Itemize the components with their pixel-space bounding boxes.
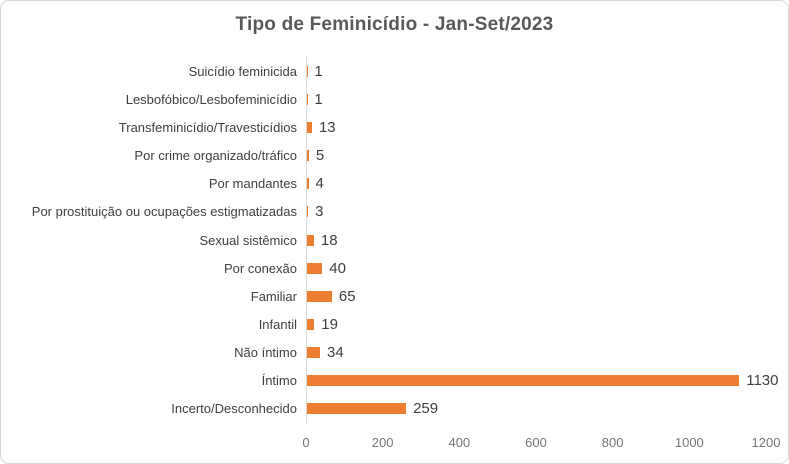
bar-row: Incerto/Desconhecido 259 [13,394,766,424]
bar [307,403,407,415]
x-tick-label: 0 [302,435,310,450]
bar [307,262,323,274]
bar [307,206,309,218]
category-label: Familiar [250,288,297,304]
chart-title: Tipo de Feminicídio - Jan-Set/2023 [235,14,554,35]
bar-row: Íntimo 1130 [13,366,778,395]
bar-row: Familiar 65 [13,282,766,311]
bar [307,347,320,359]
bar-track: 18 [306,225,766,255]
plot-area: Suicídio feminicida 1 Lesbofóbico/Lesbofem… [13,57,778,424]
value-label: 5 [315,147,325,165]
x-tick-label: 400 [448,435,471,450]
category-label: Incerto/Desconhecido [171,401,297,417]
x-tick-label: 200 [371,435,394,450]
bar-track: 1130 [306,366,778,395]
category-label: Por prostituição ou ocupações estigmatiz… [31,204,297,220]
bar-track: 5 [306,141,766,170]
category-label: Por crime organizado/tráfico [134,148,297,164]
bar-track: 259 [306,394,766,424]
x-tick-label: 1200 [751,435,781,450]
bar [307,290,332,302]
value-label: 1130 [746,372,779,390]
bar [307,121,312,133]
bar-track: 40 [306,254,766,283]
value-label: 1 [314,62,323,80]
category-label: Transfeminicídio/Travesticídios [118,119,297,135]
value-label: 13 [318,118,336,136]
value-label: 3 [315,203,324,221]
x-tick-label: 800 [601,435,624,450]
bar [307,178,309,190]
bar-track: 3 [306,197,766,226]
category-label: Não íntimo [234,345,297,361]
value-label: 19 [321,315,338,333]
bar-row: Por crime organizado/tráfico 5 [13,141,766,170]
bar-track: 19 [306,310,766,339]
value-label: 65 [338,287,356,305]
bar-track: 13 [306,113,766,142]
bar-row: Sexual sistêmico 18 [13,225,766,255]
bar-track: 65 [306,282,766,311]
bar-track: 1 [306,57,766,86]
bar [307,375,740,387]
bar-row: Por conexão 40 [13,254,766,283]
bar [307,150,309,162]
bar-row: Infantil 19 [13,310,766,339]
bar-track: 1 [306,85,766,114]
bar-row: Transfeminicídio/Travesticídios 13 [13,113,766,142]
x-axis: 0 200 400 600 800 1000 1200 [302,435,780,453]
bar [307,318,315,330]
value-label: 1 [314,90,323,108]
bar-track: 4 [306,169,766,198]
value-label: 18 [320,231,338,249]
bar-track: 34 [306,338,766,367]
bar [307,234,314,246]
bar-row: Lesbofóbico/Lesbofeminicídio 1 [13,85,766,114]
value-label: 34 [327,344,344,362]
category-label: Suicídio feminicida [188,63,297,79]
bar-row: Não íntimo 34 [13,338,766,367]
value-label: 40 [329,259,346,277]
category-label: Infantil [258,316,297,332]
category-label: Por mandantes [208,176,297,192]
category-label: Íntimo [261,373,297,389]
value-label: 259 [413,400,439,418]
x-tick-label: 1000 [674,435,704,450]
category-label: Sexual sistêmico [199,232,297,248]
bar-row: Suicídio feminicida 1 [13,57,766,86]
category-label: Lesbofóbico/Lesbofeminicídio [125,91,297,107]
category-label: Por conexão [224,260,297,276]
bar-row: Por mandantes 4 [13,169,766,198]
bar-row: Por prostituição ou ocupações estigmatiz… [13,197,766,226]
value-label: 4 [315,175,324,193]
x-tick-label: 600 [525,435,547,450]
